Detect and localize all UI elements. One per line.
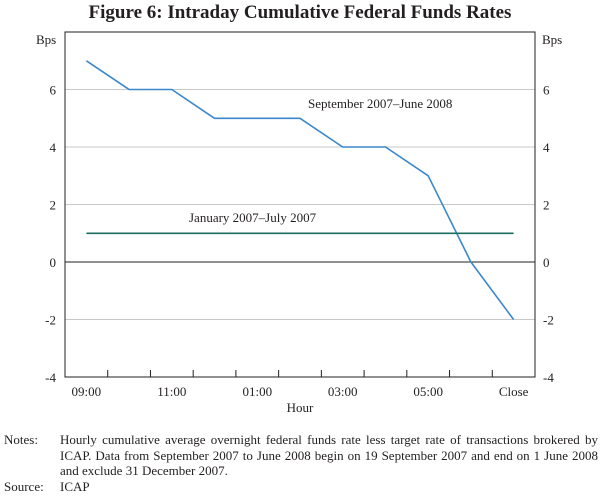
x-tick-label: 03:00 bbox=[328, 384, 358, 399]
y-tick-label-left: 0 bbox=[50, 255, 57, 270]
x-tick-label: 01:00 bbox=[242, 384, 272, 399]
plot-frame bbox=[64, 31, 536, 378]
y-tick-label-left: 2 bbox=[50, 198, 57, 213]
series-label-sep07-jun08: September 2007–June 2008 bbox=[308, 96, 452, 111]
y-tick-label-left: 4 bbox=[50, 140, 57, 155]
axis-ticks: -4 -4 -2 -2 0 0 2 2 4 4 6 6 09:00 11:00 01:00 03:00 05:0… bbox=[45, 83, 554, 400]
y-tick-label-right: 0 bbox=[543, 255, 550, 270]
gridlines bbox=[65, 89, 535, 320]
notes-label: Notes: bbox=[4, 432, 38, 447]
y-tick-label-right: -2 bbox=[543, 313, 554, 328]
series-labels: September 2007–June 2008 January 2007–Ju… bbox=[189, 96, 452, 225]
notes-block: Notes: Hourly cumulative average overnig… bbox=[4, 432, 598, 494]
y-tick-label-right: 2 bbox=[543, 198, 550, 213]
series-line-0 bbox=[85, 60, 515, 320]
y-tick-label-right: 4 bbox=[543, 140, 550, 155]
y-axis-title-right: Bps bbox=[542, 32, 562, 47]
x-tick-label: 11:00 bbox=[157, 384, 186, 399]
y-tick-label-left: -4 bbox=[45, 370, 56, 385]
x-axis-title: Hour bbox=[287, 400, 314, 415]
y-tick-label-right: -4 bbox=[543, 370, 554, 385]
y-axis-title-left: Bps bbox=[36, 32, 56, 47]
notes-text: Hourly cumulative average overnight fede… bbox=[60, 432, 598, 478]
chart: September 2007–June 2008 January 2007–Ju… bbox=[36, 31, 562, 415]
source-label: Source: bbox=[4, 478, 44, 494]
y-tick-label-left: -2 bbox=[45, 313, 56, 328]
series-label-jan07-jul07: January 2007–July 2007 bbox=[189, 210, 317, 225]
y-tick-label-right: 6 bbox=[543, 83, 550, 98]
source-text: ICAP bbox=[60, 478, 90, 494]
figure-title: Figure 6: Intraday Cumulative Federal Fu… bbox=[88, 2, 512, 23]
series-lines bbox=[85, 60, 515, 320]
y-tick-label-left: 6 bbox=[50, 83, 57, 98]
x-tick-label: Close bbox=[499, 384, 529, 399]
x-tick-label: 05:00 bbox=[413, 384, 443, 399]
x-tick-label: 09:00 bbox=[72, 384, 102, 399]
plot-border bbox=[64, 31, 536, 378]
